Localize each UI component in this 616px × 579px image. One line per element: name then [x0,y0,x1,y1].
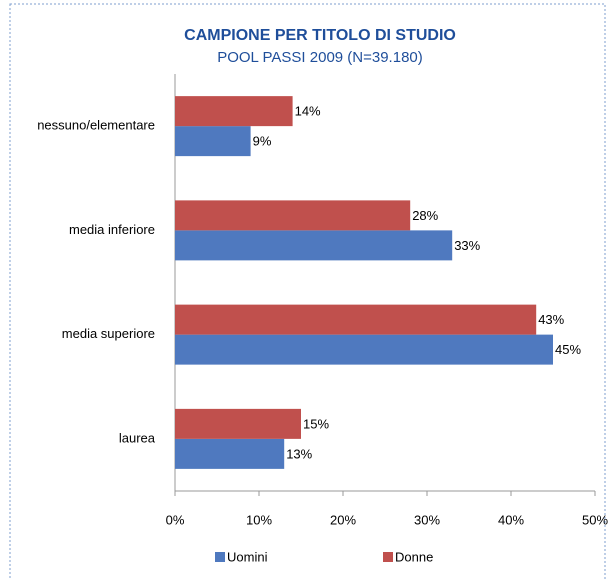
x-tick-label: 50% [582,512,608,527]
x-tick-label: 0% [166,512,185,527]
data-label: 14% [295,104,321,119]
data-label: 9% [253,134,272,149]
data-label: 15% [303,416,329,431]
x-tick-label: 30% [414,512,440,527]
data-label: 28% [412,208,438,223]
bar [175,408,301,439]
bar [175,438,285,469]
chart-subtitle: POOL PASSI 2009 (N=39.180) [217,49,423,66]
legend-swatch [383,552,393,562]
data-label: 33% [454,238,480,253]
bar [175,334,553,365]
x-tick-label: 20% [330,512,356,527]
bar [175,304,537,335]
y-tick-label: media superiore [62,326,155,341]
bar [175,230,453,261]
bar [175,96,293,127]
y-tick-label: nessuno/elementare [37,118,155,133]
chart-title: CAMPIONE PER TITOLO DI STUDIO [184,27,456,44]
data-label: 43% [538,312,564,327]
frame [9,3,606,579]
x-tick-label: 40% [498,512,524,527]
y-tick-label: laurea [119,430,156,445]
legend-label: Uomini [227,549,268,564]
data-label: 13% [286,446,312,461]
legend-label: Donne [395,549,433,564]
data-label: 45% [555,342,581,357]
bar [175,126,251,157]
legend-swatch [215,552,225,562]
x-tick-label: 10% [246,512,272,527]
y-tick-label: media inferiore [69,222,155,237]
bar [175,200,411,231]
